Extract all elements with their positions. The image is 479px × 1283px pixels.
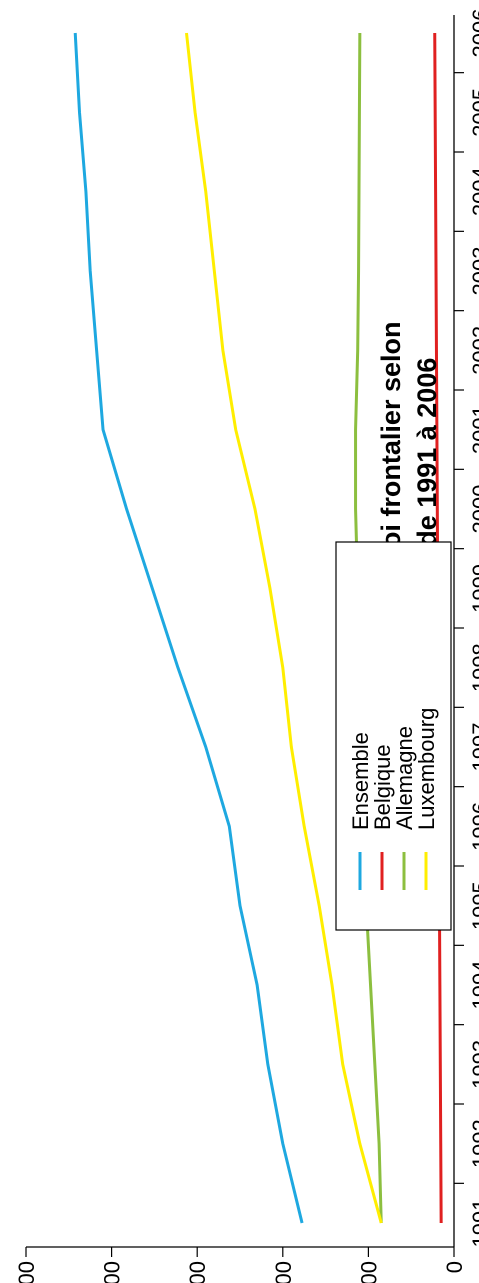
x-tick-label: 1991 — [468, 1199, 479, 1248]
y-tick-label: 0 — [442, 1261, 467, 1273]
x-tick-label: 2005 — [468, 88, 479, 137]
x-tick-label: 2002 — [468, 326, 479, 375]
y-tick-label: 60000 — [185, 1261, 210, 1283]
axes: 0 20000 40000 60000 80000 100000 1991 1992 1993 1… — [14, 9, 479, 1283]
x-tick-label: 2006 — [468, 9, 479, 58]
x-tick-label: 1999 — [468, 564, 479, 613]
series-line-luxembourg — [185, 32, 383, 1224]
y-tick-label: 40000 — [271, 1261, 296, 1283]
y-tick-label: 100000 — [14, 1261, 39, 1283]
x-tick-label: 2001 — [468, 405, 479, 454]
legend-label: Luxembourg — [414, 708, 439, 830]
y-tick-label: 20000 — [356, 1261, 381, 1283]
y-tick-label: 80000 — [100, 1261, 125, 1283]
legend-label: Allemagne — [392, 726, 417, 830]
x-tick-label: 2000 — [468, 485, 479, 534]
x-tick-label: 1996 — [468, 802, 479, 851]
x-tick-label: 1995 — [468, 881, 479, 930]
x-tick-label: 1993 — [468, 1040, 479, 1089]
x-tick-label: 1997 — [468, 723, 479, 772]
series-line-ensemble — [73, 32, 304, 1224]
x-tick-label: 1992 — [468, 1119, 479, 1168]
x-tick-label: 2004 — [468, 167, 479, 216]
x-tick-label: 2003 — [468, 247, 479, 296]
legend-label: Belgique — [370, 744, 395, 830]
x-tick-label: 1994 — [468, 961, 479, 1010]
legend-box — [335, 541, 452, 931]
legend-label: Ensemble — [348, 732, 373, 830]
x-tick-label: 1998 — [468, 643, 479, 692]
